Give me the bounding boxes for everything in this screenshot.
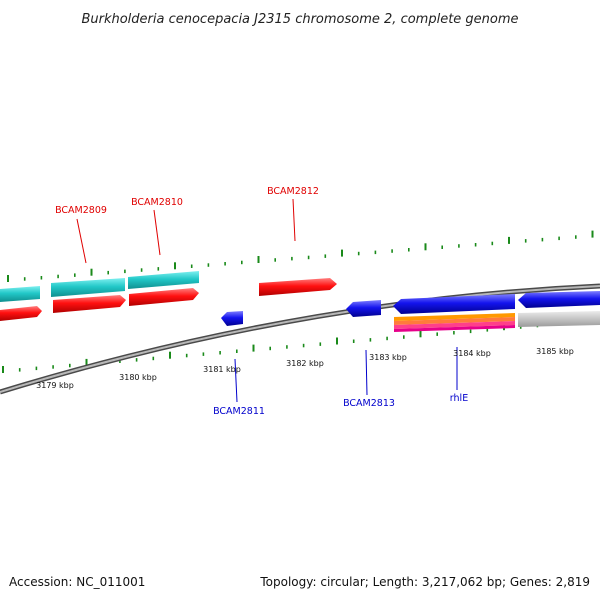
gene-label-bcam2810: BCAM2810 — [131, 197, 183, 208]
gene-red-1[interactable] — [0, 306, 42, 321]
gene-blue-4[interactable] — [518, 291, 600, 308]
rhle-feature[interactable] — [394, 313, 515, 332]
kbp-label: 3182 kbp — [286, 359, 324, 368]
gene-blue-bcam2813[interactable] — [346, 300, 381, 317]
accession-text: Accession: NC_011001 — [9, 575, 145, 589]
gene-label-rhle: rhlE — [450, 393, 468, 404]
gene-label-bcam2811: BCAM2811 — [213, 406, 265, 417]
kbp-label: 3184 kbp — [453, 349, 491, 358]
chromosome-backbone-highlight — [0, 285, 600, 393]
gene-blue-bcam2811[interactable] — [221, 311, 243, 326]
kbp-label: 3185 kbp — [536, 347, 574, 356]
outer-forward-track — [0, 271, 199, 302]
kbp-label: 3181 kbp — [203, 365, 241, 374]
kbp-label: 3183 kbp — [369, 353, 407, 362]
label-leaders — [76, 198, 458, 403]
gene-cyan-3[interactable] — [128, 271, 199, 289]
gene-cyan-2[interactable] — [51, 278, 125, 297]
gene-red-bcam2810[interactable] — [129, 288, 199, 306]
gene-grey[interactable] — [518, 311, 600, 327]
reverse-gene-track — [221, 291, 600, 326]
gene-label-bcam2813: BCAM2813 — [343, 398, 395, 409]
gene-cyan-1[interactable] — [0, 286, 40, 302]
topology-summary: Topology: circular; Length: 3,217,062 bp… — [259, 575, 590, 589]
upper-tick-ruler — [7, 230, 594, 282]
gene-label-bcam2809: BCAM2809 — [55, 205, 107, 216]
map-title: Burkholderia cenocepacia J2315 chromosom… — [81, 12, 518, 27]
kbp-label: 3180 kbp — [119, 373, 157, 382]
gene-red-bcam2812[interactable] — [259, 278, 337, 296]
gene-red-bcam2809[interactable] — [53, 295, 126, 313]
gene-label-bcam2812: BCAM2812 — [267, 186, 319, 197]
kbp-label: 3179 kbp — [36, 381, 74, 390]
forward-gene-track — [0, 278, 337, 321]
gene-blue-3[interactable] — [393, 294, 515, 314]
